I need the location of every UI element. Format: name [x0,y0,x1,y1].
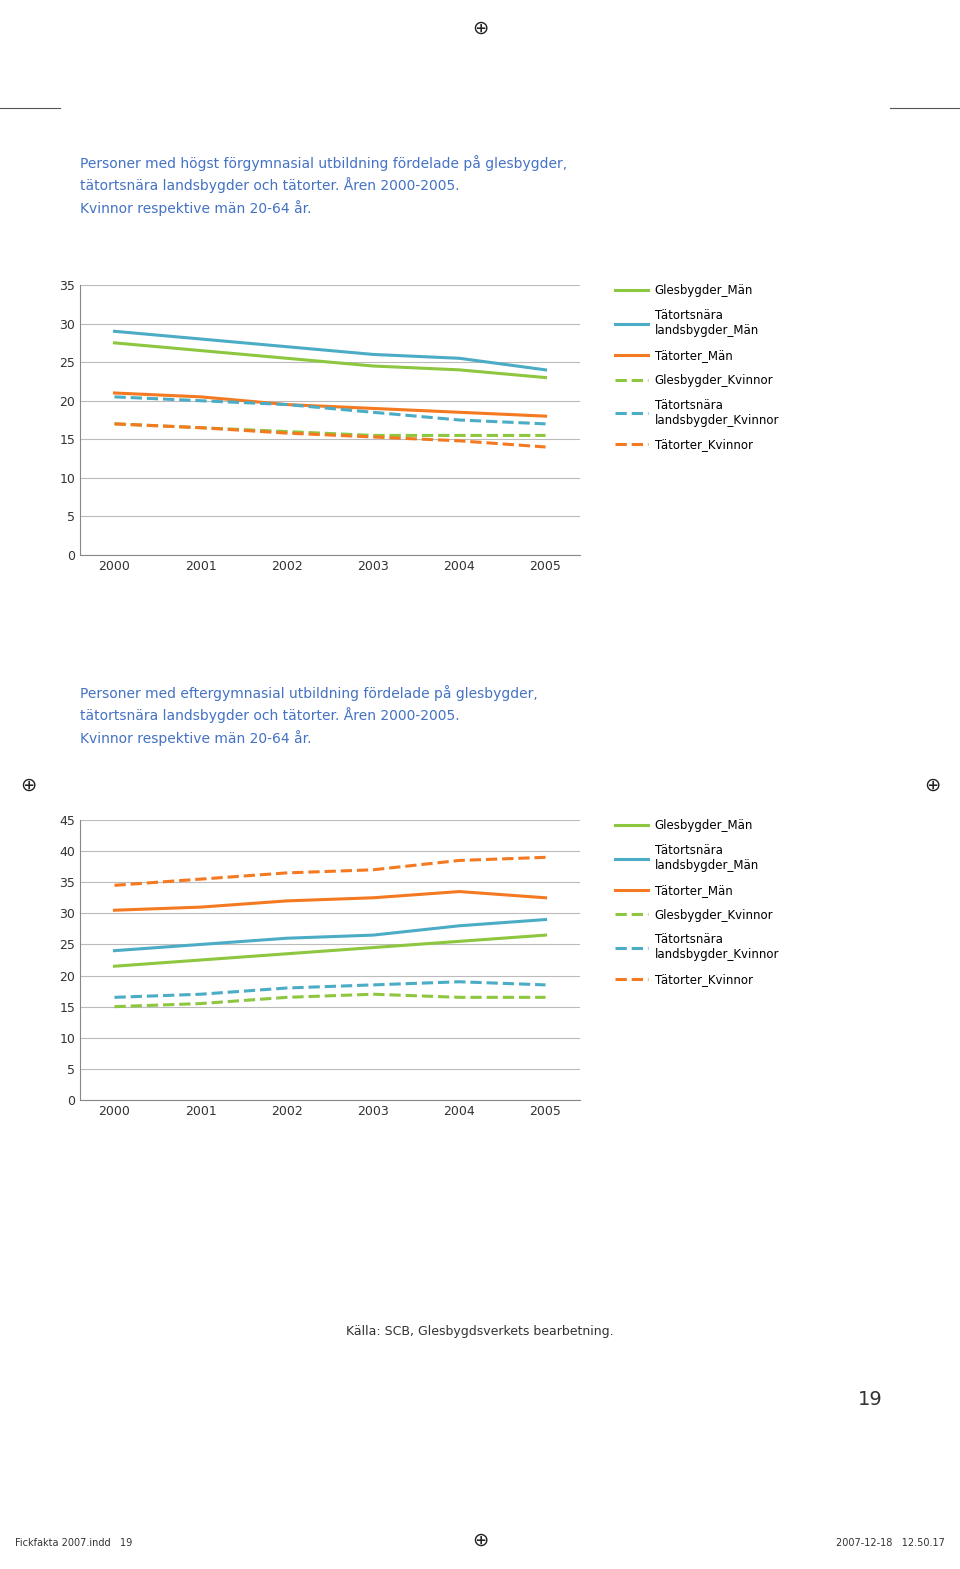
Text: Personer med eftergymnasial utbildning fördelade på glesbygder,
tätortsnära land: Personer med eftergymnasial utbildning f… [80,686,538,745]
Text: ⊕: ⊕ [924,775,940,794]
Text: ⊕: ⊕ [20,775,36,794]
Text: Fickfakta 2007.indd   19: Fickfakta 2007.indd 19 [15,1538,132,1549]
Text: 19: 19 [857,1390,882,1409]
Text: ⊕: ⊕ [471,19,489,38]
Legend: Glesbygder_Män, Tätortsnära
landsbygder_Män, Tätorter_Män, Glesbygder_Kvinnor, T: Glesbygder_Män, Tätortsnära landsbygder_… [610,279,784,457]
Text: ⊕: ⊕ [471,1530,489,1550]
Legend: Glesbygder_Män, Tätortsnära
landsbygder_Män, Tätorter_Män, Glesbygder_Kvinnor, T: Glesbygder_Män, Tätortsnära landsbygder_… [610,814,784,992]
Text: Personer med högst förgymnasial utbildning fördelade på glesbygder,
tätortsnära : Personer med högst förgymnasial utbildni… [80,155,567,217]
Text: Källa: SCB, Glesbygdsverkets bearbetning.: Källa: SCB, Glesbygdsverkets bearbetning… [347,1324,613,1338]
Text: 2007-12-18   12.50.17: 2007-12-18 12.50.17 [836,1538,945,1549]
